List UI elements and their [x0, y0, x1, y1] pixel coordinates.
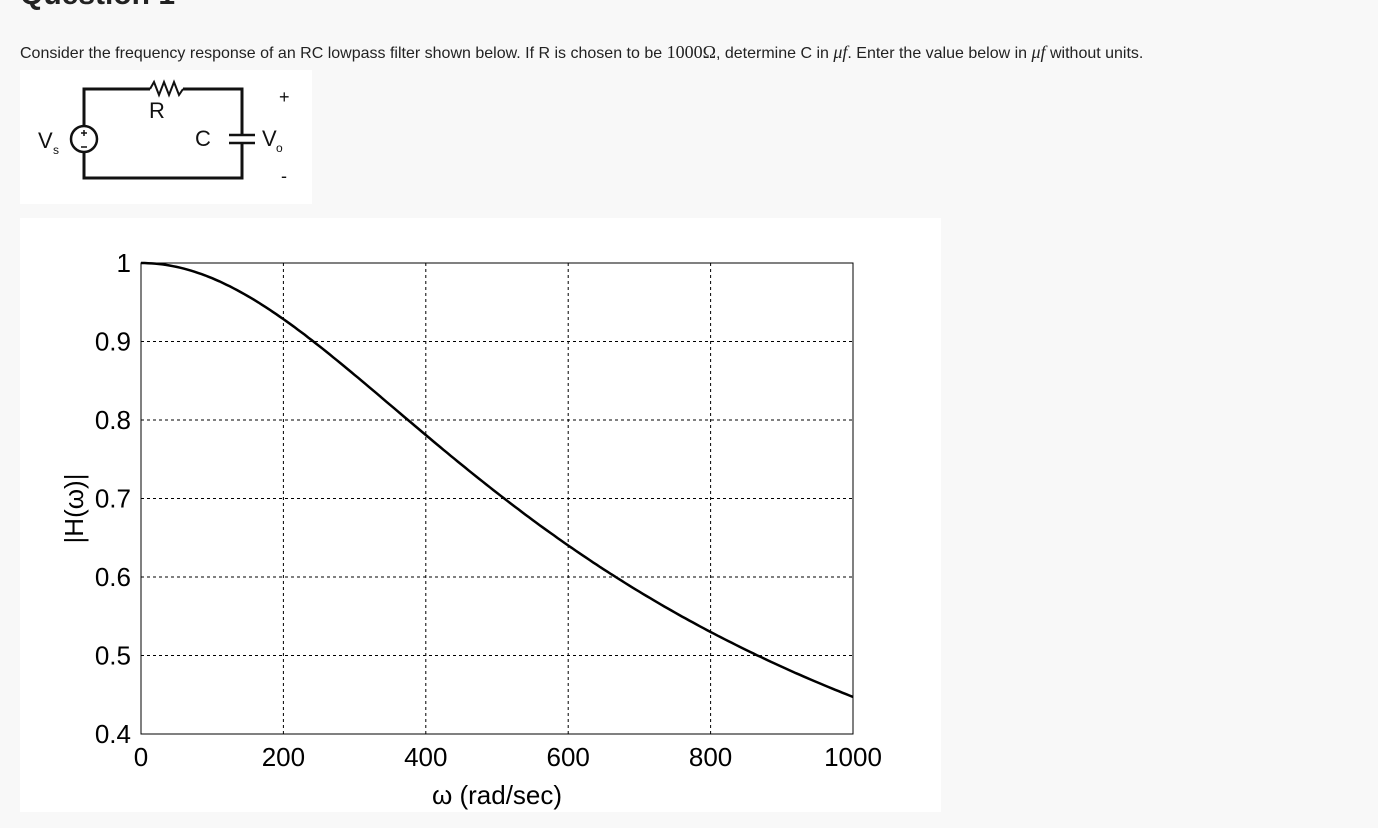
x-tick-label: 800: [689, 742, 732, 772]
circuit-diagram: V s R C V o + -: [20, 70, 312, 204]
y-tick-label: 0.7: [95, 484, 131, 514]
response-curve: [141, 261, 854, 699]
minus-sign: -: [281, 166, 287, 186]
unit: μf: [833, 42, 848, 62]
y-tick-label: 0.9: [95, 327, 131, 357]
y-tick-label: 1: [117, 248, 131, 278]
circuit-svg: V s R C V o + -: [38, 79, 290, 186]
plot-frame: [140, 262, 854, 735]
plus-sign: +: [279, 87, 290, 107]
x-tick-label: 600: [547, 742, 590, 772]
q-text: , determine C in: [715, 45, 834, 62]
q-text: Consider the frequency response of an RC…: [20, 45, 667, 62]
chart-svg: 0 200 400 600 800 1000 0.4 0.5 0.6 0.7 0.8 0.9 1 ω (r…: [59, 248, 882, 810]
q-text: . Enter the value below in: [847, 45, 1032, 62]
x-tick-label: 1000: [824, 742, 882, 772]
y-axis-label: |H(ω)|: [59, 474, 89, 544]
unit: μf: [1031, 42, 1046, 62]
vs-label: V: [38, 128, 53, 153]
x-tick-label: 200: [262, 742, 305, 772]
question-heading: Question 1: [20, 0, 175, 12]
x-tick-label: 400: [404, 742, 447, 772]
c-label: C: [195, 126, 211, 151]
y-tick-label: 0.8: [95, 405, 131, 435]
vs-sub: s: [53, 143, 59, 157]
resistor: [149, 79, 184, 98]
voltage-source: [69, 124, 99, 154]
vo-label: V: [262, 126, 277, 151]
wire: [183, 87, 244, 135]
x-axis-label: ω (rad/sec): [432, 780, 562, 810]
vo-sub: o: [276, 141, 283, 155]
y-tick-label: 0.4: [95, 719, 131, 749]
r-value: 1000Ω: [666, 42, 716, 62]
wire: [82, 143, 244, 180]
y-tick-label: 0.5: [95, 641, 131, 671]
question-text: Consider the frequency response of an RC…: [20, 42, 1143, 63]
r-label: R: [149, 98, 165, 123]
y-tick-label: 0.6: [95, 562, 131, 592]
q-text: without units.: [1045, 45, 1144, 62]
wire: [82, 87, 150, 125]
frequency-response-chart: 0 200 400 600 800 1000 0.4 0.5 0.6 0.7 0.8 0.9 1 ω (r…: [20, 218, 941, 812]
x-tick-label: 0: [134, 742, 148, 772]
